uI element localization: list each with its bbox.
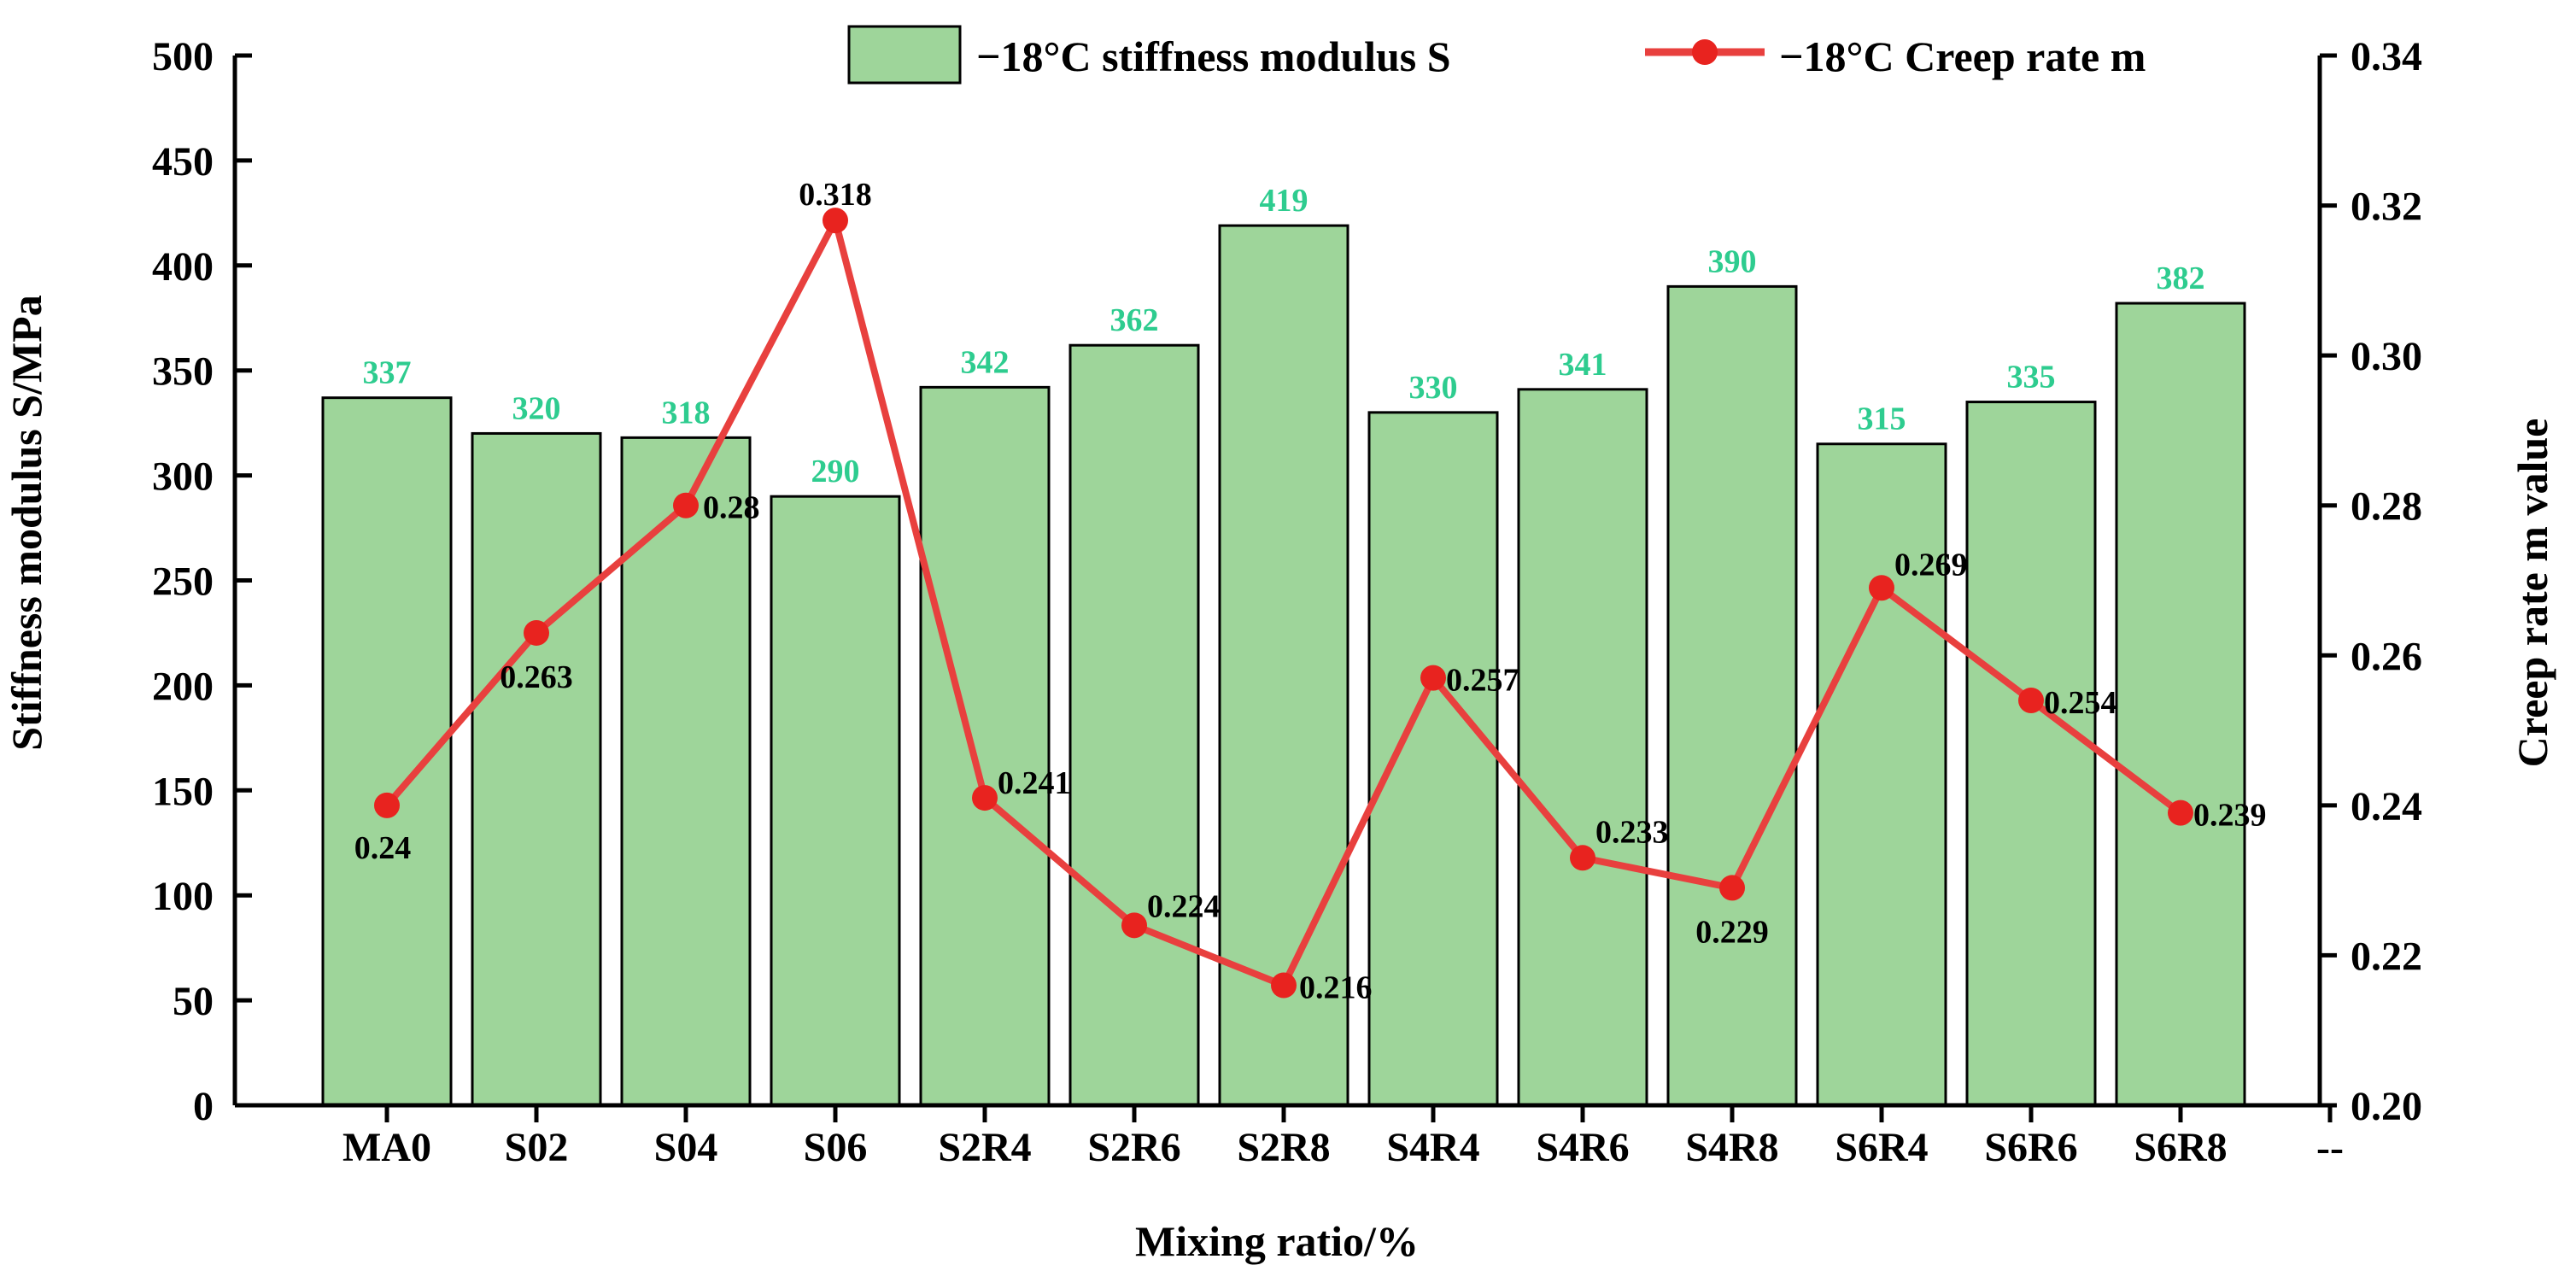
creep-value-label: 0.239 — [2193, 798, 2267, 834]
y-tick-label-left: 450 — [152, 139, 214, 184]
x-tick-label-S4R6: S4R6 — [1536, 1125, 1629, 1170]
creep-point-S6R6 — [2018, 687, 2044, 713]
bar-S4R4 — [1367, 411, 1499, 1107]
legend-line-label: −18°C Creep rate m — [1779, 32, 2146, 80]
x-tick-label-S2R6: S2R6 — [1087, 1125, 1180, 1170]
creep-point-S2R6 — [1121, 912, 1147, 939]
creep-value-label: 0.263 — [500, 659, 573, 695]
y-axis-title-left: Stiffness modulus S/MPa — [3, 295, 50, 750]
bar-value-label: 290 — [811, 454, 860, 489]
bar-value-label: 318 — [662, 395, 711, 430]
creep-value-label: 0.24 — [354, 830, 412, 866]
bar-S06 — [770, 495, 901, 1107]
bars-group — [321, 224, 2246, 1107]
creep-point-S2R8 — [1271, 972, 1297, 999]
bar-value-label: 335 — [2007, 360, 2056, 395]
legend-bar-label: −18°C stiffness modulus S — [976, 32, 1451, 80]
y-tick-label-left: 150 — [152, 769, 214, 814]
bar-value-label: 342 — [961, 344, 1010, 380]
x-tick-label-S6R6: S6R6 — [1984, 1125, 2077, 1170]
bar-S6R4 — [1816, 442, 1947, 1107]
creep-value-label: 0.28 — [703, 490, 760, 526]
bar-value-label: 382 — [2157, 261, 2205, 296]
y-tick-label-left: 400 — [152, 244, 214, 290]
y-axis-title-right: Creep rate m value — [2509, 419, 2556, 768]
y-tick-label-right: 0.20 — [2351, 1084, 2422, 1129]
y-tick-label-left: 100 — [152, 874, 214, 919]
creep-value-label: 0.241 — [998, 765, 1071, 801]
bar-S04 — [620, 436, 752, 1107]
creep-point-S4R4 — [1420, 665, 1446, 691]
creep-value-label: 0.229 — [1695, 914, 1769, 950]
creep-point-MA0 — [374, 792, 400, 818]
x-tick-label-S2R4: S2R4 — [938, 1125, 1031, 1170]
bar-S02 — [471, 431, 602, 1107]
x-tick-label-S6R8: S6R8 — [2134, 1125, 2227, 1170]
x-tick-label-S4R4: S4R4 — [1386, 1125, 1479, 1170]
x-tick-label-S06: S06 — [804, 1125, 868, 1170]
bar-labels-group: 337 320 318 290 342 362 419 330 341 390 315 335 382 — [363, 183, 2205, 489]
y-tick-label-right: 0.32 — [2351, 184, 2422, 230]
creep-value-label: 0.233 — [1595, 814, 1669, 850]
legend-line-marker — [1692, 39, 1718, 65]
bar-value-label: 337 — [363, 355, 412, 391]
bar-value-label: 362 — [1110, 302, 1159, 338]
bar-S2R4 — [919, 385, 1051, 1107]
creep-line-group — [374, 208, 2193, 999]
y-tick-label-left: 200 — [152, 664, 214, 709]
creep-value-label: 0.216 — [1299, 970, 1373, 1006]
creep-point-S2R4 — [972, 785, 998, 811]
x-tick-label-S4R8: S4R8 — [1685, 1125, 1778, 1170]
x-tick-label-S6R4: S6R4 — [1835, 1125, 1928, 1170]
creep-value-label: 0.318 — [799, 177, 872, 213]
y-tick-label-left: 50 — [173, 979, 214, 1024]
creep-value-label: 0.269 — [1894, 547, 1968, 583]
bar-value-label: 419 — [1260, 183, 1308, 219]
bar-S6R6 — [1965, 401, 2097, 1107]
y-tick-label-left: 250 — [152, 559, 214, 605]
legend: −18°C stiffness modulus S −18°C Creep ra… — [847, 25, 2146, 85]
bar-value-label: 341 — [1559, 347, 1607, 383]
y-tick-label-right: 0.34 — [2351, 34, 2422, 79]
x-tick-label-S02: S02 — [505, 1125, 569, 1170]
y-tick-label-right: 0.22 — [2351, 934, 2422, 979]
bar-S6R8 — [2115, 302, 2246, 1107]
creep-point-S4R8 — [1719, 875, 1745, 901]
creep-labels-group: 0.24 0.263 0.28 0.318 0.241 0.224 0.216 0.257 0.… — [354, 177, 2267, 1005]
bar-value-label: 315 — [1858, 401, 1906, 437]
legend-bar-swatch — [847, 25, 962, 85]
x-tick-label-S04: S04 — [654, 1125, 718, 1170]
bar-value-label: 320 — [512, 390, 561, 426]
x-tick-label-extra: -- — [2316, 1125, 2344, 1170]
x-axis-title: Mixing ratio/% — [1135, 1217, 1419, 1265]
bar-S4R8 — [1666, 284, 1798, 1107]
y-tick-label-right: 0.28 — [2351, 484, 2422, 530]
creep-value-label: 0.224 — [1147, 888, 1221, 924]
bar-S2R6 — [1068, 343, 1200, 1107]
x-tick-label-S2R8: S2R8 — [1237, 1125, 1330, 1170]
y-tick-label-left: 500 — [152, 34, 214, 79]
creep-point-S04 — [673, 492, 699, 518]
creep-value-label: 0.254 — [2044, 685, 2117, 721]
creep-point-S4R6 — [1570, 845, 1595, 871]
y-tick-label-left: 300 — [152, 454, 214, 500]
axes-group: 0 50 100 150 200 250 300 350 400 450 500 0.20 0.22 0.… — [152, 34, 2422, 1170]
creep-value-label: 0.257 — [1446, 663, 1519, 699]
bar-value-label: 330 — [1409, 370, 1458, 406]
y-tick-label-right: 0.26 — [2351, 634, 2422, 679]
y-tick-label-left: 350 — [152, 349, 214, 395]
y-tick-label-left: 0 — [193, 1084, 214, 1129]
creep-point-S6R4 — [1869, 575, 1894, 601]
creep-point-S06 — [823, 208, 848, 234]
y-tick-label-right: 0.30 — [2351, 334, 2422, 379]
bar-S4R6 — [1517, 388, 1648, 1107]
creep-point-S02 — [524, 619, 549, 646]
bar-value-label: 390 — [1708, 243, 1757, 279]
y-tick-label-right: 0.24 — [2351, 784, 2422, 829]
x-tick-label-MA0: MA0 — [342, 1125, 431, 1170]
creep-point-S6R8 — [2168, 800, 2193, 826]
